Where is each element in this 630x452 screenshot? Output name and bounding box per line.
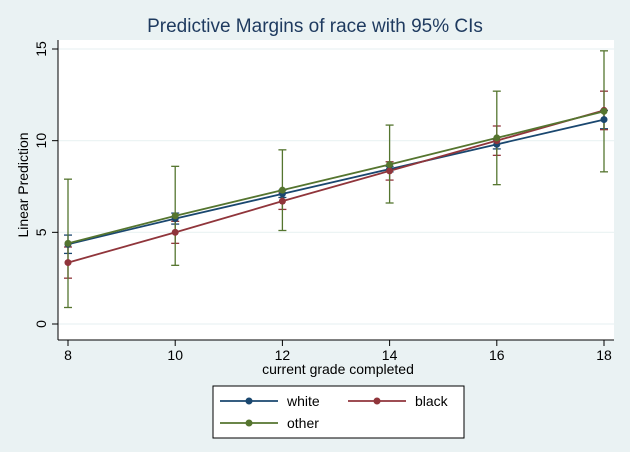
data-point-other — [493, 134, 501, 142]
legend-box — [212, 385, 465, 439]
data-point-black — [171, 228, 179, 236]
data-point-black — [278, 197, 286, 205]
x-tick-label: 12 — [275, 347, 291, 363]
data-point-black — [386, 167, 394, 175]
plot-area — [58, 40, 614, 340]
axes: 0 5 10 15 8 10 12 14 16 18 — [33, 40, 614, 363]
x-tick-label: 16 — [489, 347, 505, 363]
data-point-other — [64, 239, 72, 247]
x-tick-label: 10 — [167, 347, 183, 363]
legend-marker-black — [373, 397, 381, 405]
grid-lines — [58, 48, 614, 325]
data-point-other — [600, 107, 608, 115]
legend-label-black: black — [415, 393, 449, 409]
legend-marker-white — [245, 397, 253, 405]
series-points — [64, 106, 608, 267]
data-point-other — [278, 186, 286, 194]
x-tick-label: 18 — [596, 347, 612, 363]
x-axis-label: current grade completed — [262, 361, 414, 377]
y-tick-label: 15 — [33, 41, 49, 57]
legend: white black other — [212, 385, 465, 439]
chart-title: Predictive Margins of race with 95% CIs — [147, 16, 483, 37]
legend-label-other: other — [287, 415, 319, 431]
data-point-other — [386, 161, 394, 168]
x-tick-label: 8 — [64, 347, 72, 363]
legend-label-white: white — [286, 393, 320, 409]
y-tick-label: 0 — [33, 320, 49, 328]
y-tick-label: 5 — [33, 228, 49, 236]
y-tick-label: 10 — [33, 133, 49, 149]
series-lines — [67, 109, 605, 264]
series-line-black — [67, 109, 605, 264]
legend-marker-other — [245, 419, 253, 427]
data-point-black — [64, 259, 72, 267]
data-point-white — [600, 116, 608, 124]
series-line-white — [67, 118, 605, 246]
y-axis-label: Linear Prediction — [15, 132, 31, 237]
x-tick-label: 14 — [382, 347, 398, 363]
series-line-other — [67, 110, 605, 245]
data-point-other — [171, 212, 179, 220]
